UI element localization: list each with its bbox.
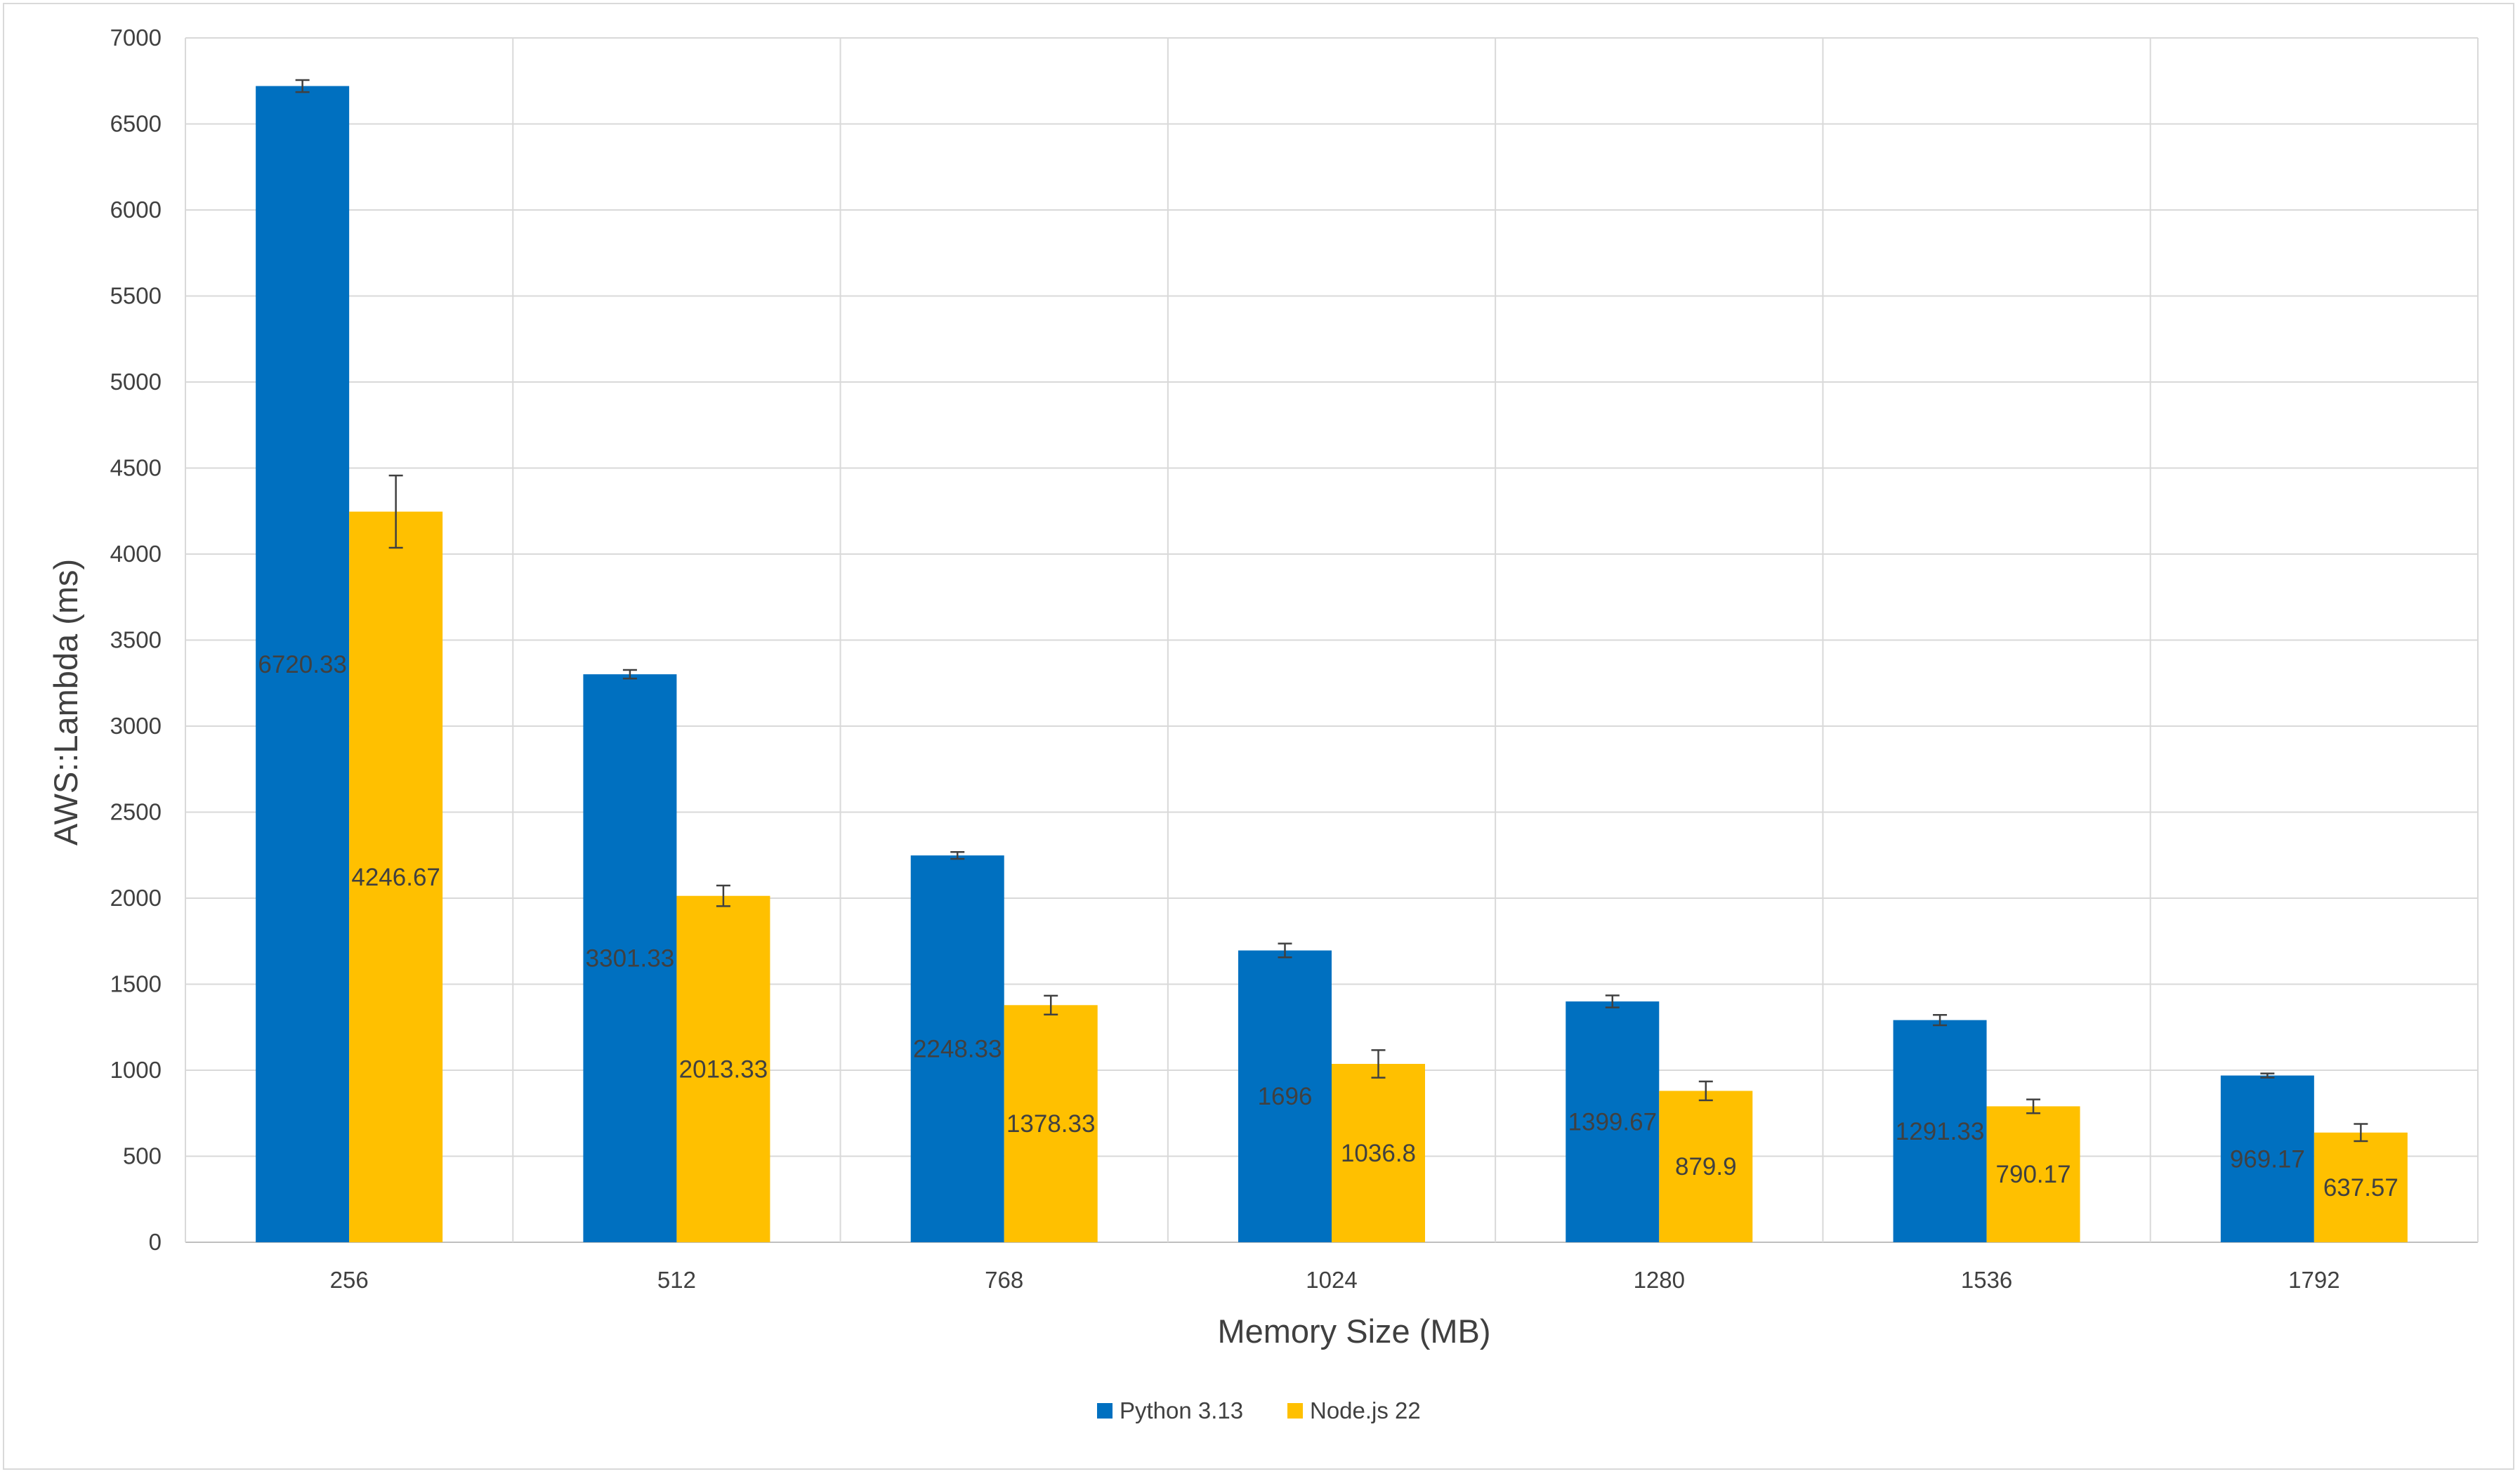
x-tick-label: 768 [985, 1267, 1023, 1293]
y-axis-title: AWS::Lambda (ms) [47, 559, 84, 845]
legend: Python 3.13 Node.js 22 [1097, 1397, 1421, 1423]
data-label: 1378.33 [1006, 1110, 1096, 1138]
bar-nodejs-256 [349, 511, 443, 1242]
y-tick-label: 2000 [110, 885, 162, 911]
x-tick-label: 1536 [1961, 1267, 2012, 1293]
y-tick-label: 3500 [110, 627, 162, 653]
data-label: 1291.33 [1896, 1118, 1985, 1145]
data-label: 2248.33 [913, 1036, 1002, 1063]
data-label: 1696 [1258, 1083, 1313, 1110]
data-label: 1399.67 [1568, 1109, 1658, 1136]
bar-nodejs-768 [1004, 1005, 1098, 1242]
x-tick-label: 1024 [1306, 1267, 1357, 1293]
data-label: 1036.8 [1341, 1140, 1416, 1167]
bar-python-768 [910, 855, 1004, 1242]
bar-nodejs-512 [676, 895, 770, 1242]
y-tick-label: 4000 [110, 541, 162, 567]
x-tick-label: 256 [330, 1267, 369, 1293]
bar-nodejs-1792 [2314, 1132, 2408, 1242]
y-tick-label: 2500 [110, 799, 162, 825]
y-tick-label: 500 [123, 1143, 162, 1169]
legend-swatch-1 [1287, 1403, 1303, 1419]
bar-nodejs-1280 [1659, 1091, 1753, 1242]
axes: 0 500 1000 1500 2000 2500 3000 3500 4000 4500 5000… [110, 25, 2340, 1293]
data-labels: 6720.33 4246.67 3301.33 2013.33 2248.33 1378.… [258, 651, 2398, 1202]
data-label: 2013.33 [679, 1055, 768, 1083]
data-label: 6720.33 [258, 651, 347, 678]
data-label: 637.57 [2323, 1174, 2398, 1202]
legend-label-1: Node.js 22 [1310, 1397, 1421, 1423]
legend-swatch-0 [1097, 1403, 1113, 1419]
legend-label-0: Python 3.13 [1120, 1397, 1243, 1423]
bars [256, 86, 2408, 1242]
bar-python-1792 [2220, 1075, 2314, 1242]
data-label: 879.9 [1675, 1153, 1737, 1180]
gridlines [185, 37, 2479, 1243]
data-label: 969.17 [2230, 1145, 2305, 1173]
y-tick-label: 7000 [110, 25, 162, 51]
data-label: 4246.67 [351, 864, 440, 891]
x-axis-title: Memory Size (MB) [1217, 1312, 1490, 1350]
y-tick-label: 3000 [110, 713, 162, 739]
bar-nodejs-1024 [1332, 1063, 1425, 1242]
y-tick-label: 5000 [110, 369, 162, 395]
bar-python-1536 [1893, 1020, 1987, 1242]
x-tick-label: 1280 [1634, 1267, 1685, 1293]
y-tick-label: 4500 [110, 455, 162, 481]
error-bars [295, 79, 2368, 1143]
y-tick-label: 5500 [110, 283, 162, 309]
x-tick-label: 1792 [2288, 1267, 2339, 1293]
data-label: 3301.33 [586, 945, 675, 973]
bar-python-1024 [1238, 950, 1332, 1242]
y-tick-label: 0 [149, 1229, 162, 1255]
data-label: 790.17 [1996, 1161, 2071, 1188]
bar-python-512 [583, 674, 677, 1242]
bar-python-1280 [1566, 1001, 1660, 1242]
y-tick-label: 1000 [110, 1057, 162, 1083]
bar-nodejs-1536 [1986, 1106, 2080, 1242]
y-tick-label: 1500 [110, 971, 162, 997]
y-tick-label: 6000 [110, 197, 162, 223]
y-tick-label: 6500 [110, 111, 162, 137]
bar-python-256 [256, 86, 350, 1242]
x-tick-label: 512 [657, 1267, 696, 1293]
